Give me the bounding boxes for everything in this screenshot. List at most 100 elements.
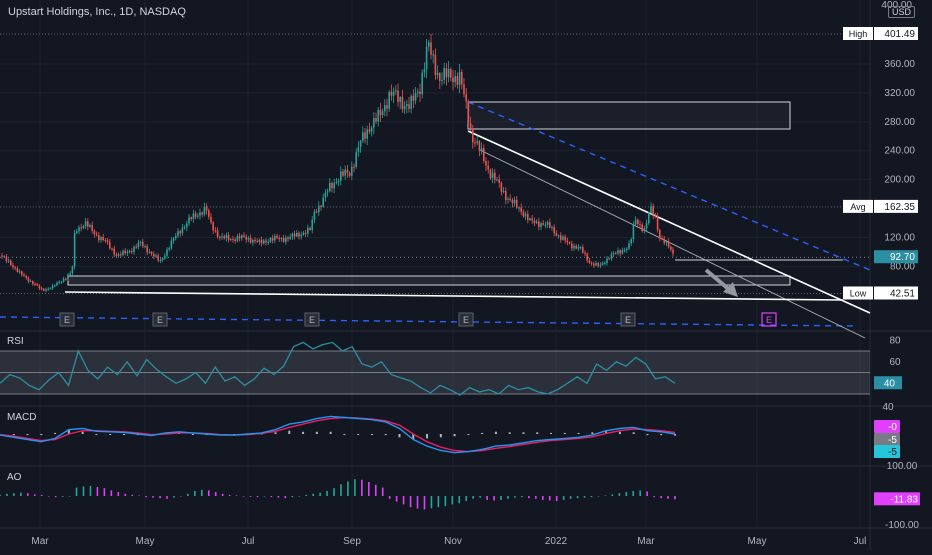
- candle-body: [186, 223, 188, 228]
- candle-body: [399, 96, 401, 102]
- candle-body: [557, 235, 560, 237]
- ao-bar: [96, 487, 99, 496]
- candle-body: [566, 240, 569, 243]
- earnings-marker[interactable]: E: [458, 312, 474, 327]
- candle-body: [51, 285, 54, 289]
- rsi-line: [0, 341, 676, 396]
- high-value: 401.49: [884, 29, 915, 40]
- candle-body: [113, 248, 115, 255]
- candle-body: [120, 254, 122, 256]
- ao-bar: [159, 496, 161, 499]
- lower-dashed-trendline: [0, 316, 856, 327]
- candle-body: [296, 232, 298, 237]
- ao-bar: [110, 490, 113, 496]
- ao-bar: [521, 496, 523, 498]
- candle-body: [425, 46, 428, 70]
- candle-body: [540, 223, 542, 227]
- ao-bar: [541, 496, 544, 500]
- candle-body: [175, 235, 177, 239]
- currency-badge[interactable]: USD: [888, 6, 916, 18]
- high-label-group: High 401.49: [843, 27, 918, 40]
- candle-body: [293, 233, 296, 237]
- earnings-badge-upcoming: [761, 312, 777, 327]
- candle-body: [621, 250, 624, 254]
- candle-body: [84, 221, 87, 227]
- candle-body: [76, 231, 78, 234]
- ao-bar: [201, 489, 203, 496]
- earnings-marker[interactable]: E: [59, 312, 75, 327]
- candle-body: [390, 91, 393, 96]
- ao-bar: [528, 496, 530, 499]
- macd-histogram-bar: [12, 434, 15, 436]
- earnings-marker[interactable]: E: [152, 312, 168, 327]
- candle-body: [573, 245, 575, 249]
- earnings-marker[interactable]: E: [304, 312, 320, 327]
- candle-body: [188, 217, 190, 224]
- earnings-badge: [458, 312, 474, 327]
- candle-body: [496, 179, 498, 181]
- ao-bar: [486, 496, 488, 500]
- candle-body: [98, 234, 100, 241]
- ao-bar: [472, 496, 474, 499]
- ao-bar: [166, 496, 168, 499]
- candle-body: [373, 118, 375, 128]
- low-label-group: Low 42.51: [843, 286, 918, 300]
- macd-histogram-bar: [453, 434, 456, 437]
- candle-body: [100, 236, 102, 241]
- candle-body: [7, 260, 10, 262]
- ao-bar: [576, 496, 579, 499]
- ao-bar: [40, 494, 43, 496]
- candle-body: [307, 227, 309, 234]
- ao-bar: [173, 496, 175, 498]
- macd-value: -0: [888, 422, 897, 433]
- macd-histogram-bar: [191, 434, 194, 435]
- candle-body: [36, 284, 38, 286]
- candle-body: [172, 238, 175, 241]
- candle-body: [502, 191, 505, 193]
- candle-body: [326, 191, 329, 193]
- ao-bar: [333, 488, 335, 496]
- x-tick-label: Nov: [444, 536, 462, 547]
- ao-bar: [660, 496, 662, 499]
- candle-body: [254, 240, 256, 242]
- rsi-pane-label: RSI: [7, 336, 24, 347]
- macd-histogram-bar: [536, 432, 539, 434]
- candle-body: [115, 254, 118, 256]
- earnings-badge: [304, 312, 320, 327]
- ao-bar: [256, 496, 259, 498]
- candle-body: [260, 239, 263, 244]
- candle-body: [588, 260, 591, 263]
- candle-body: [359, 140, 362, 147]
- candle-body: [230, 239, 232, 241]
- earnings-marker[interactable]: E: [620, 312, 636, 327]
- candle-body: [368, 129, 371, 132]
- ao-bar: [103, 488, 106, 496]
- ao-bar: [451, 496, 454, 505]
- ao-bar: [381, 487, 384, 496]
- candle-body: [49, 288, 52, 290]
- candle-body: [582, 247, 584, 253]
- candle-body: [571, 243, 573, 249]
- candle-body: [93, 230, 96, 235]
- candle-body: [362, 132, 364, 141]
- candle-body: [348, 172, 351, 176]
- candle-body: [304, 232, 307, 234]
- ao-bar: [548, 496, 551, 501]
- candles: [1, 33, 674, 293]
- x-tick-label: Sep: [343, 536, 361, 547]
- candle-body: [654, 215, 657, 217]
- candle-body: [241, 235, 243, 239]
- ao-bar: [423, 496, 426, 510]
- candle-body: [269, 238, 272, 242]
- macd-histogram-bar: [357, 434, 360, 435]
- candle-body: [606, 258, 608, 264]
- macd-histogram-bar: [109, 434, 112, 435]
- macd-signal-value: -5: [888, 447, 897, 458]
- ao-bar: [228, 494, 231, 496]
- ao-bar: [618, 493, 621, 496]
- candle-body: [579, 247, 582, 249]
- avg-label: Avg: [850, 202, 865, 212]
- earnings-marker[interactable]: E: [761, 312, 777, 327]
